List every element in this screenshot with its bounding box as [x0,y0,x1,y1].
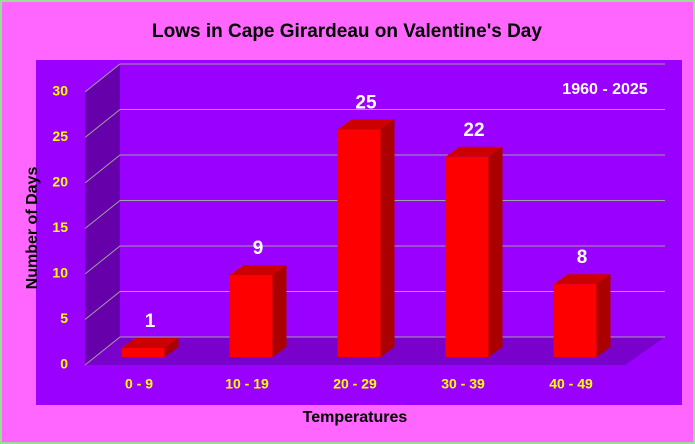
bar-side [380,119,395,357]
bar-top [121,337,179,348]
bar-front [445,156,489,357]
bar-top [337,119,395,130]
x-tick-label: 10 - 19 [225,376,269,392]
bar [445,146,503,357]
y-tick-label: 10 [52,265,68,281]
y-tick-label: 20 [52,174,68,190]
bar-front [229,275,273,357]
y-tick-label: 5 [60,310,68,326]
bar-front [553,284,597,357]
value-label: 9 [253,238,264,259]
bar-top [445,146,503,157]
x-tick-label: 20 - 29 [333,376,377,392]
x-tick-label: 40 - 49 [549,376,593,392]
y-tick-label: 15 [52,219,68,235]
value-label: 1 [145,311,156,332]
grid-line [84,63,665,93]
annotation: 1960 - 2025 [562,81,648,98]
bar [229,265,287,357]
bar-side [488,146,503,357]
x-tick-label: 30 - 39 [441,376,485,392]
value-label: 25 [355,93,377,114]
bar-side [272,265,287,357]
x-axis-title: Temperatures [303,409,408,426]
y-axis-title: Number of Days [24,167,41,290]
bar-top [553,274,611,285]
grid-line [84,109,665,138]
x-tick-label: 0 - 9 [125,376,153,392]
bar [553,274,611,357]
bar-front [337,129,381,357]
value-label: 22 [463,120,484,141]
bar-side [596,274,611,357]
value-label: 8 [577,247,588,268]
y-tick-label: 0 [60,356,68,372]
y-tick-label: 25 [52,128,68,144]
bar [121,337,179,357]
bar [337,119,395,357]
bar-front [121,347,165,357]
bar-side [164,337,179,357]
bar-top [229,265,287,276]
chart-title: Lows in Cape Girardeau on Valentine's Da… [152,21,542,42]
y-tick-label: 30 [52,83,68,99]
